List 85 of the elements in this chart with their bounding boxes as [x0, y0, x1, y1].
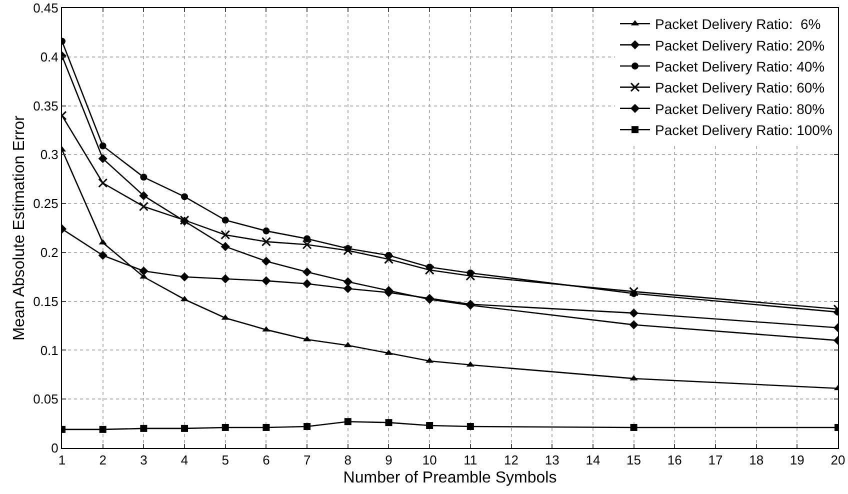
- point: [222, 216, 229, 224]
- point: [181, 193, 188, 200]
- point: [302, 267, 312, 277]
- x-axis-title: Number of Preamble Symbols: [343, 469, 557, 486]
- y-tick-label: 0.35: [33, 98, 58, 114]
- legend-label: Packet Delivery Ratio: 40%: [655, 58, 825, 74]
- point: [629, 308, 638, 318]
- point: [344, 418, 352, 426]
- point: [629, 320, 638, 330]
- point: [180, 272, 190, 282]
- x-tick-label: 12: [504, 452, 518, 468]
- x-tick-label: 7: [303, 452, 311, 468]
- legend-label: Packet Delivery Ratio: 6%: [655, 16, 821, 32]
- point: [98, 154, 108, 164]
- y-tick-label: 0.1: [40, 342, 58, 358]
- point: [99, 142, 106, 150]
- y-tick-label: 0.4: [40, 49, 58, 64]
- point: [262, 227, 270, 234]
- point: [221, 314, 230, 320]
- x-tick-label: 4: [180, 452, 188, 468]
- x-tick-label: 14: [586, 452, 600, 468]
- point: [138, 202, 148, 212]
- point: [140, 174, 148, 181]
- point: [139, 191, 148, 200]
- x-tick-label: 15: [626, 452, 642, 468]
- x-tick-label: 13: [544, 452, 560, 468]
- x-tick-label: 9: [385, 452, 392, 468]
- y-tick-label: 0.45: [33, 0, 58, 16]
- x-tick-label: 19: [790, 452, 804, 468]
- x-tick-label: 6: [262, 452, 270, 468]
- point: [344, 342, 352, 348]
- point: [262, 256, 271, 266]
- x-tick-label: 8: [344, 452, 352, 468]
- x-tick-label: 16: [667, 452, 682, 468]
- point: [426, 357, 434, 363]
- legend-label: Packet Delivery Ratio: 20%: [655, 37, 825, 54]
- point: [384, 254, 394, 264]
- point: [424, 265, 434, 275]
- y-tick-label: 0.2: [40, 244, 58, 260]
- y-tick-label: 0.05: [33, 392, 58, 407]
- legend-label: Packet Delivery Ratio: 100%: [655, 122, 832, 138]
- y-tick-label: 0.3: [40, 147, 58, 162]
- y-tick-label: 0: [51, 440, 58, 456]
- point: [302, 240, 312, 250]
- point: [220, 274, 230, 284]
- point: [343, 277, 352, 286]
- y-axis-title: Mean Absolute Estimation Error: [10, 114, 28, 340]
- point: [385, 419, 392, 426]
- point: [304, 422, 311, 430]
- point: [426, 422, 434, 430]
- x-tick-label: 5: [222, 452, 229, 468]
- x-tick-label: 17: [708, 452, 723, 468]
- point: [98, 250, 108, 260]
- point: [304, 235, 311, 242]
- x-tick-label: 3: [140, 452, 148, 468]
- x-tick-label: 11: [464, 452, 478, 468]
- x-tick-label: 1: [58, 452, 66, 468]
- point: [98, 178, 108, 188]
- point: [262, 424, 270, 431]
- point: [222, 424, 229, 431]
- point: [466, 422, 474, 430]
- point: [629, 286, 639, 296]
- point: [99, 426, 106, 433]
- point: [220, 242, 230, 252]
- point: [139, 266, 148, 276]
- point: [302, 279, 312, 288]
- point: [466, 271, 476, 281]
- x-tick-label: 2: [99, 452, 106, 468]
- point: [343, 284, 352, 294]
- point: [262, 276, 271, 286]
- point: [181, 424, 188, 432]
- legend-label: Packet Delivery Ratio: 60%: [655, 80, 825, 96]
- x-tick-label: 18: [749, 452, 764, 468]
- legend-label: Packet Delivery Ratio: 80%: [655, 100, 825, 117]
- point: [343, 246, 353, 256]
- point: [630, 424, 638, 431]
- point: [140, 424, 148, 432]
- y-tick-label: 0.15: [33, 294, 58, 309]
- point: [466, 361, 474, 367]
- y-tick-label: 0.25: [33, 196, 58, 212]
- x-tick-label: 20: [830, 452, 846, 468]
- point: [261, 236, 271, 246]
- point: [220, 230, 230, 240]
- point: [303, 336, 312, 342]
- x-tick-label: 10: [422, 452, 437, 468]
